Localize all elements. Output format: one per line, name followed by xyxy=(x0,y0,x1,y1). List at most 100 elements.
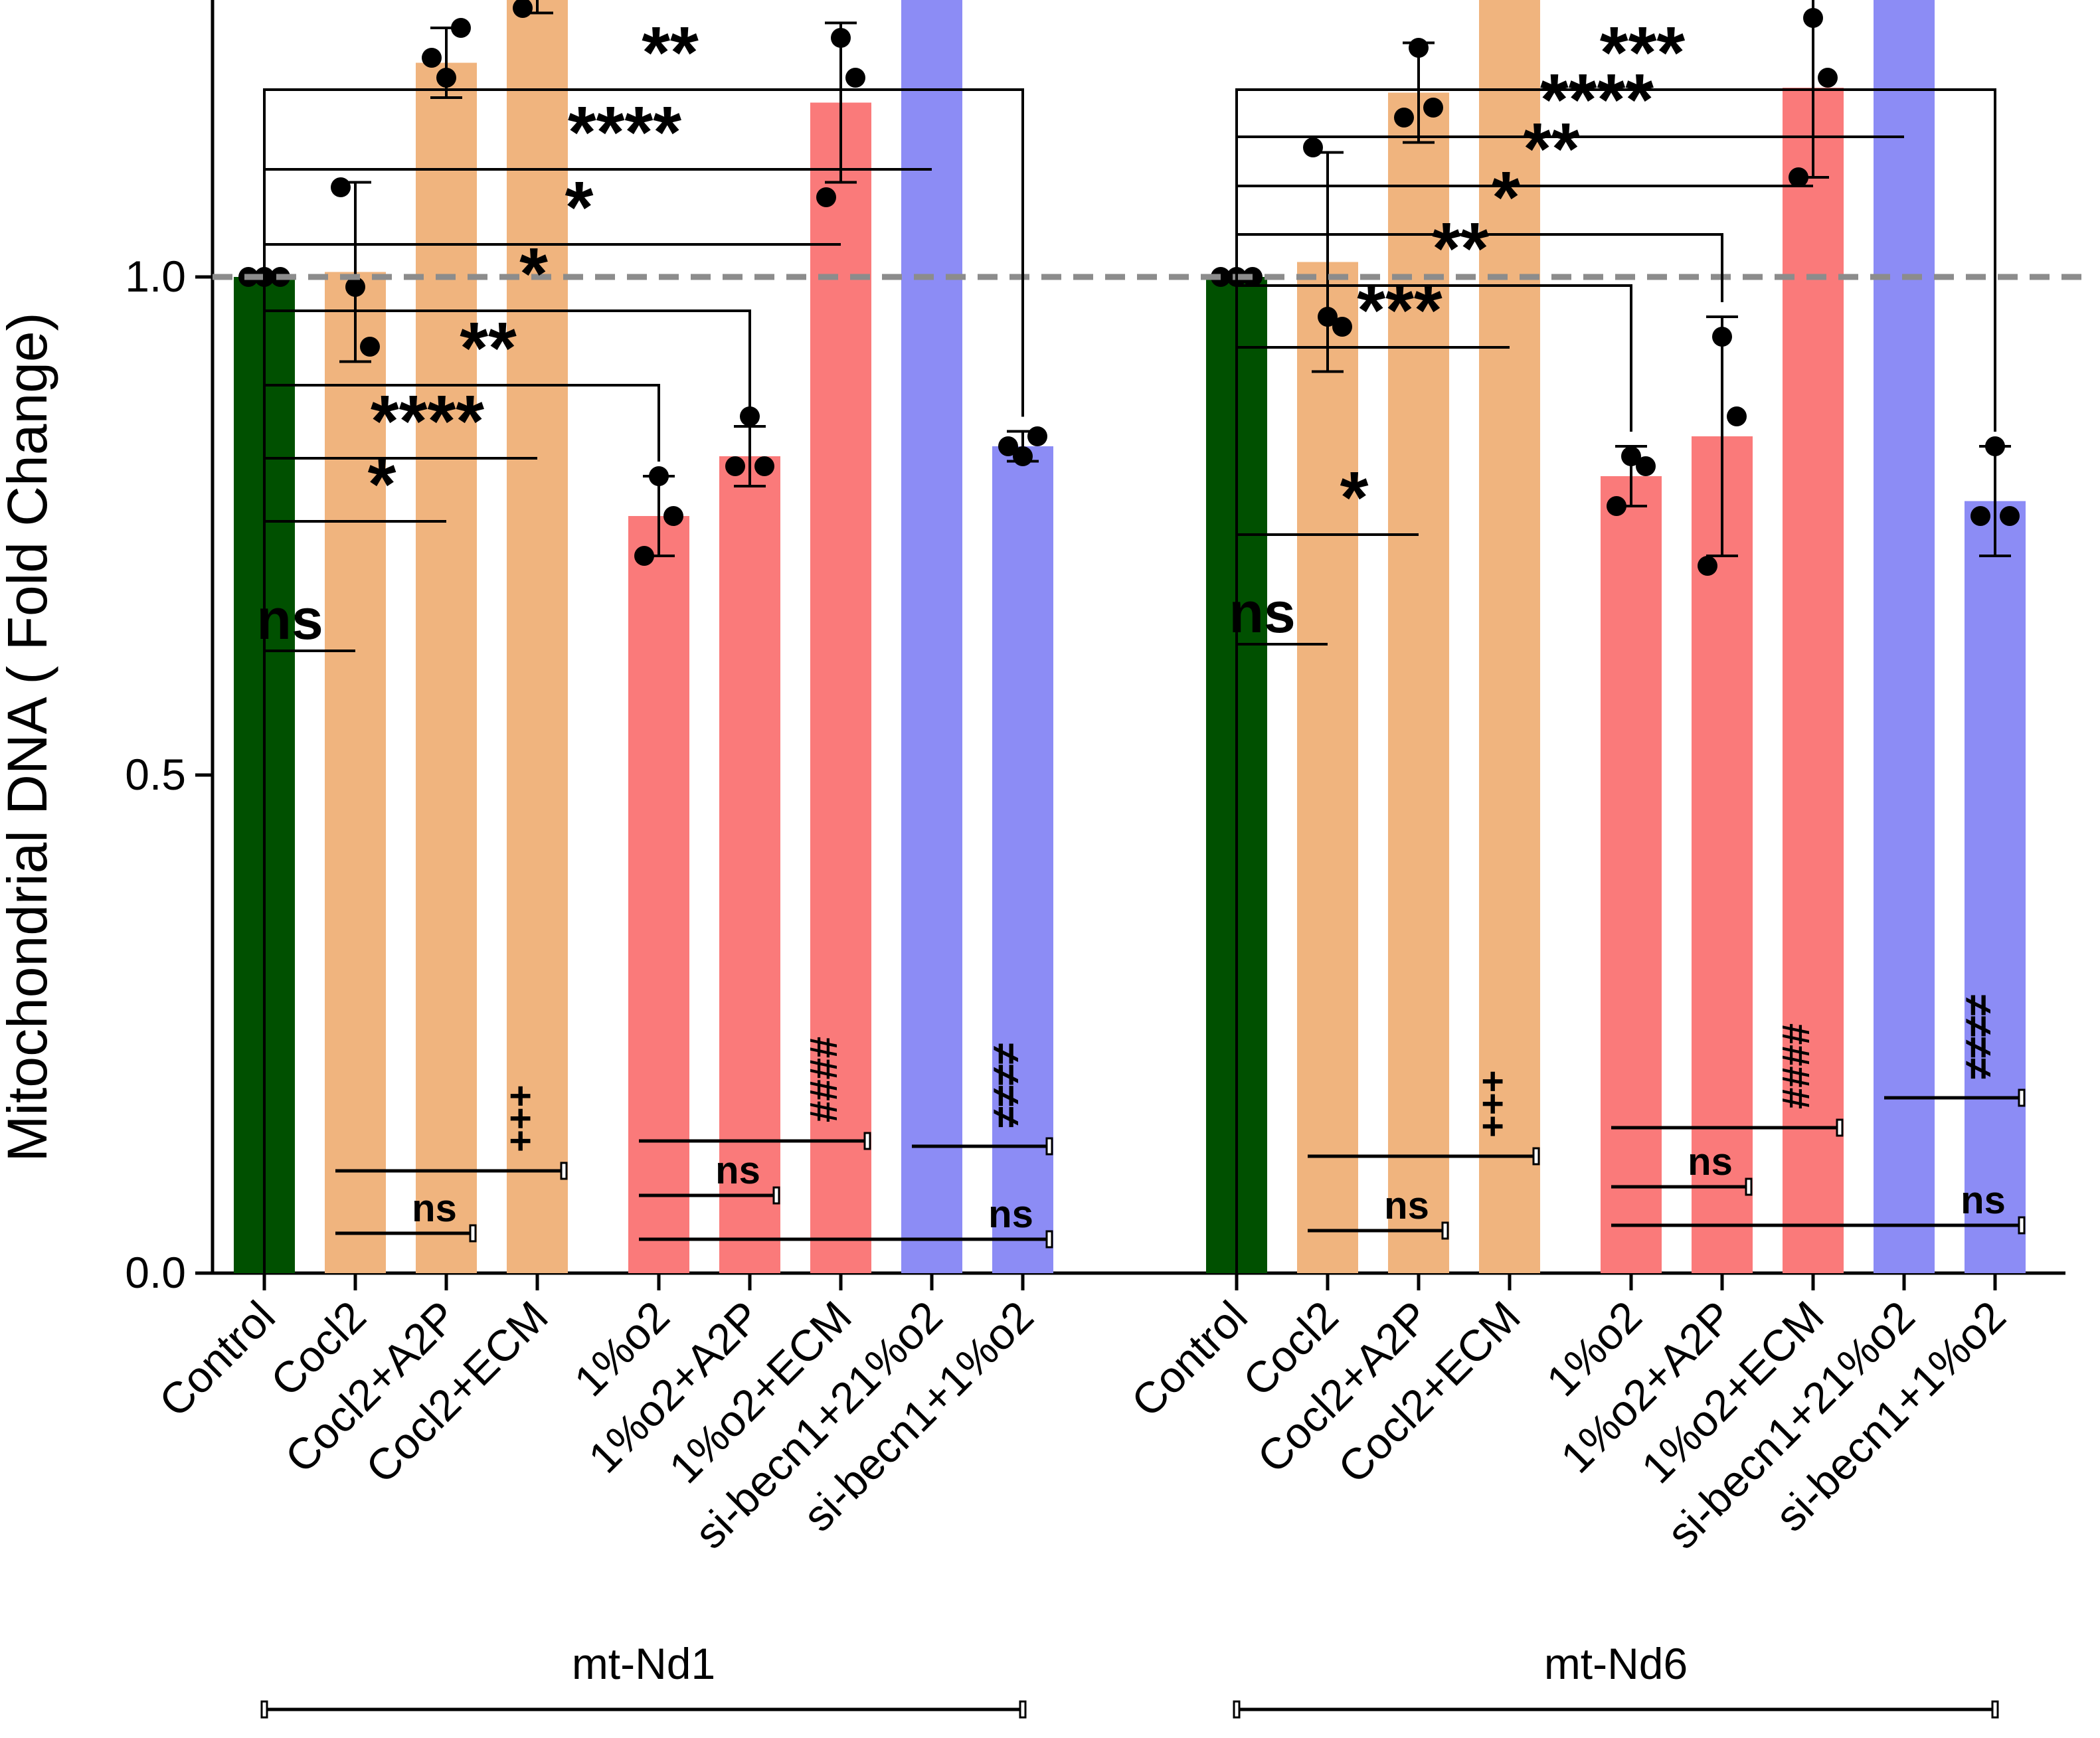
data-point xyxy=(649,466,669,486)
data-point xyxy=(663,506,683,526)
data-point xyxy=(1727,406,1747,426)
bar xyxy=(810,102,871,1273)
significance-bracket xyxy=(263,88,1024,1273)
group-span-cap xyxy=(1233,1700,1241,1719)
significance-bracket xyxy=(263,457,537,1273)
x-tick-label: Control xyxy=(149,1292,284,1427)
data-point xyxy=(451,18,471,38)
group-span-cap xyxy=(1991,1700,1999,1719)
group-span-cap xyxy=(260,1700,268,1719)
data-point xyxy=(831,28,851,48)
comparison-label: ns xyxy=(1961,1179,2006,1222)
data-point xyxy=(1621,446,1641,466)
data-point xyxy=(1318,307,1338,327)
data-point xyxy=(1303,137,1323,157)
data-point xyxy=(1712,327,1732,347)
data-point xyxy=(845,68,865,88)
comparison-end-cap xyxy=(1045,1230,1053,1249)
comparison-end-cap xyxy=(2018,1216,2026,1235)
significance-bracket xyxy=(1235,88,1996,1273)
comparison-end-cap xyxy=(772,1186,780,1205)
comparison-end-cap xyxy=(560,1162,568,1180)
data-point xyxy=(2000,506,2020,526)
data-point xyxy=(1409,38,1429,58)
group-span-cap xyxy=(1019,1700,1027,1719)
bar xyxy=(1965,501,2026,1273)
data-point xyxy=(754,456,774,476)
data-point xyxy=(725,456,745,476)
significance-label: ** xyxy=(642,12,699,94)
significance-label: ** xyxy=(1523,108,1580,190)
bar xyxy=(1692,436,1753,1273)
comparison-label: #### xyxy=(1775,1023,1818,1109)
data-point xyxy=(331,177,351,197)
comparison-end-cap xyxy=(1836,1118,1844,1137)
significance-label: ** xyxy=(460,307,517,389)
data-point xyxy=(1789,167,1808,187)
x-tick-label: Control xyxy=(1122,1292,1257,1427)
bar xyxy=(416,62,477,1273)
comparison-label: ns xyxy=(1384,1184,1429,1227)
data-point xyxy=(1394,108,1414,128)
comparison-label: ns xyxy=(1688,1140,1733,1183)
bar xyxy=(325,272,386,1273)
brackets-layer: ns***************ns**************** xyxy=(256,12,1996,1273)
data-point xyxy=(1423,98,1443,118)
group-label: mt-Nd1 xyxy=(572,1639,715,1688)
data-point xyxy=(816,187,836,207)
y-tick-label: 1.0 xyxy=(125,252,186,301)
data-point xyxy=(1636,456,1656,476)
significance-label: **** xyxy=(568,92,681,173)
significance-label: **** xyxy=(371,381,484,462)
points-layer xyxy=(238,0,2020,576)
bar xyxy=(1479,0,1540,1273)
y-axis-label: Mitochondrial DNA ( Fold Change) xyxy=(0,312,58,1162)
comparison-label: ns xyxy=(715,1149,760,1192)
lower-comparisons-layer: ns +++ ns #### ns ≠≠≠≠ ns +++ ns #### ns ≠≠≠≠ xyxy=(335,995,2026,1249)
y-tick-label: 0.0 xyxy=(125,1248,186,1297)
comparison-end-cap xyxy=(1745,1177,1753,1196)
data-point xyxy=(360,337,380,357)
significance-label: * xyxy=(1340,457,1369,539)
significance-label: * xyxy=(565,167,594,248)
comparison-end-cap xyxy=(1045,1137,1053,1156)
data-point xyxy=(1211,267,1231,287)
data-point xyxy=(345,277,365,297)
comparison-end-cap xyxy=(2018,1088,2026,1107)
significance-label: ns xyxy=(1229,581,1295,645)
bar xyxy=(507,0,568,1273)
data-point xyxy=(1818,68,1838,88)
bar xyxy=(719,456,780,1273)
significance-label: * xyxy=(1492,157,1520,238)
data-point xyxy=(1332,317,1352,337)
comparison-label: ns xyxy=(412,1187,457,1230)
data-point xyxy=(1607,496,1626,516)
bars-layer xyxy=(234,0,2026,1273)
bar xyxy=(1874,0,1935,1273)
data-point xyxy=(1803,8,1823,28)
comparison-label: ≠≠≠≠ xyxy=(984,1043,1027,1128)
bar xyxy=(1388,92,1449,1273)
comparison-end-cap xyxy=(1441,1221,1449,1240)
bar xyxy=(628,516,689,1273)
data-point xyxy=(1970,506,1990,526)
data-point xyxy=(513,0,533,18)
data-point xyxy=(1985,436,2005,456)
data-point xyxy=(422,48,442,68)
bar xyxy=(1297,262,1358,1273)
data-point xyxy=(740,406,760,426)
comparison-label: +++ xyxy=(499,1085,542,1152)
group-label: mt-Nd6 xyxy=(1544,1639,1688,1688)
comparison-end-cap xyxy=(469,1224,477,1243)
significance-label: * xyxy=(519,233,548,315)
data-point xyxy=(1013,446,1033,466)
data-point xyxy=(1698,556,1717,576)
comparison-end-cap xyxy=(1532,1147,1540,1166)
data-point xyxy=(634,546,654,566)
significance-label: ns xyxy=(256,588,323,652)
comparison-label: ns xyxy=(988,1193,1033,1236)
significance-label: *** xyxy=(1600,12,1686,94)
bar xyxy=(1783,88,1844,1273)
group-labels: mt-Nd1 mt-Nd6 xyxy=(260,1639,1999,1719)
